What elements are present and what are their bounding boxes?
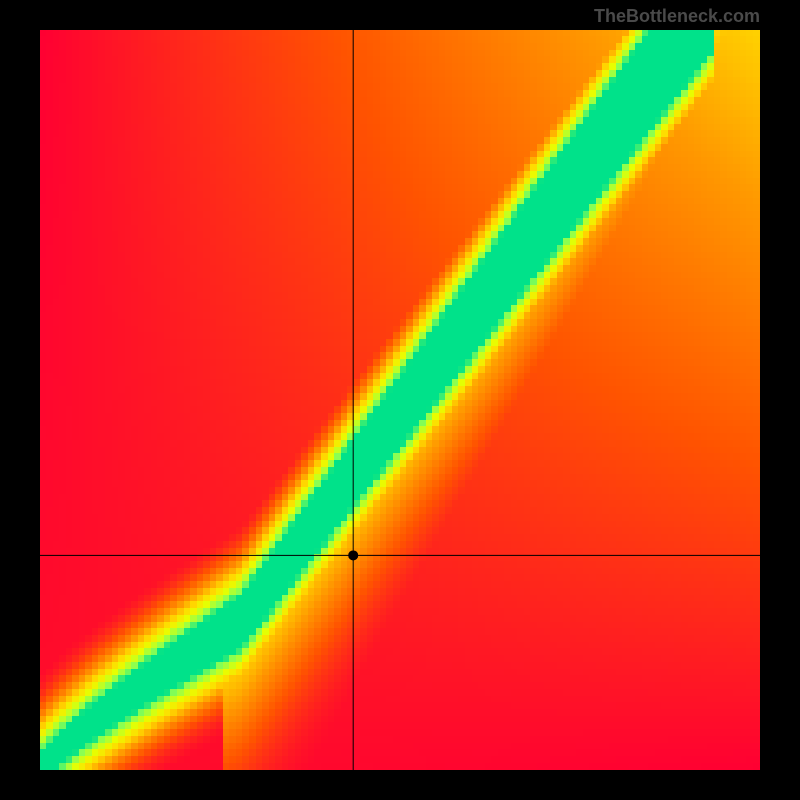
outer-frame: TheBottleneck.com [0, 0, 800, 800]
bottleneck-heatmap [40, 30, 760, 770]
watermark-text: TheBottleneck.com [594, 6, 760, 27]
